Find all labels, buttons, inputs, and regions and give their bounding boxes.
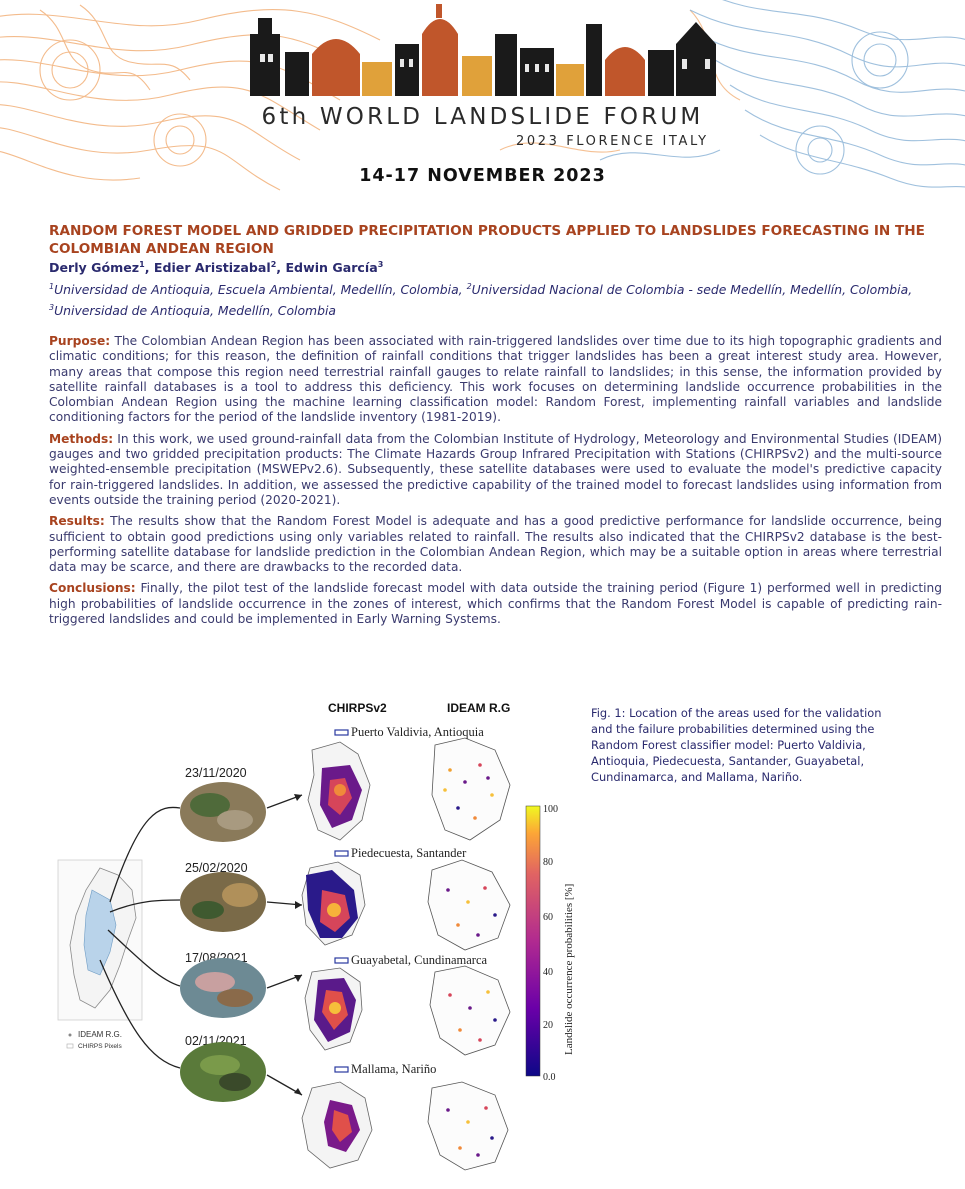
affiliations: 1Universidad de Antioquia, Escuela Ambie… (49, 278, 929, 320)
chirps-probability-map (301, 1081, 373, 1169)
purpose-label: Purpose: (49, 334, 111, 348)
colorbar (525, 805, 541, 1077)
colorbar-tick: 60 (543, 912, 553, 923)
connector-line (99, 959, 181, 1069)
legend-chirps: CHIRPS Pixels (78, 1043, 122, 1050)
colorbar-tick: 0.0 (543, 1072, 556, 1083)
ideam-gauge-points (443, 763, 497, 1157)
colorbar-tick: 40 (543, 967, 553, 978)
connector-line (107, 929, 181, 987)
col-label-ideam: IDEAM R.G (447, 701, 510, 715)
results-section: Results: The results show that the Rando… (49, 514, 942, 575)
results-text: The results show that the Random Forest … (49, 514, 942, 575)
landslide-photo (180, 1042, 266, 1102)
conclusions-section: Conclusions: Finally, the pilot test of … (49, 581, 942, 627)
affil-sup: 2 (466, 282, 472, 291)
site-label: Piedecuesta, Santander (351, 846, 467, 860)
paper-title: RANDOM FOREST MODEL AND GRIDDED PRECIPIT… (49, 223, 925, 257)
affil-sup: 3 (49, 303, 55, 313)
colorbar-tick: 20 (543, 1020, 553, 1031)
site-label-group: Puerto Valdivia, Antioquia Piedecuesta, … (334, 725, 488, 1076)
author-name: Derly Gómez (49, 260, 140, 276)
landslide-photo (180, 958, 266, 1018)
methods-text: In this work, we used ground-rainfall da… (49, 431, 942, 507)
connector-line (109, 806, 181, 903)
methods-label: Methods: (49, 431, 114, 446)
legend-ideam: IDEAM R.G. (78, 1030, 122, 1039)
col-label-chirps: CHIRPSv2 (328, 701, 387, 715)
methods-section: Methods: In this work, we used ground-ra… (49, 432, 942, 508)
conclusions-text: Finally, the pilot test of the landslide… (49, 581, 943, 627)
purpose-text: The Colombian Andean Region has been ass… (49, 334, 942, 425)
landslide-photo (180, 872, 266, 932)
chirps-probability-map (301, 861, 366, 946)
affiliation: Universidad Nacional de Colombia - sede … (471, 282, 913, 298)
colombia-overview-map: IDEAM R.G. CHIRPS Pixels (57, 859, 143, 1050)
conclusions-label: Conclusions: (49, 581, 136, 596)
affil-sup: 1 (49, 282, 55, 291)
affiliation: Universidad de Antioquia, Escuela Ambien… (54, 282, 467, 298)
figure-1-graphic: CHIRPSv2 IDEAM R.G IDEAM R.G. CHIRPS Pix… (57, 701, 575, 1171)
results-label: Results: (49, 514, 105, 529)
header-banner: 6th WORLD LANDSLIDE FORUM 2023 FLORENCE … (0, 0, 965, 200)
date-label: 25/02/2020 (185, 861, 248, 875)
figure-1: CHIRPSv2 IDEAM R.G IDEAM R.G. CHIRPS Pix… (40, 690, 580, 1180)
affiliation: Universidad de Antioquia, Medellín, Colo… (54, 303, 337, 319)
landslide-photo (180, 782, 266, 842)
event-dates: 14-17 NOVEMBER 2023 (359, 166, 606, 186)
author-sup: 1 (139, 260, 145, 269)
colorbar-tick: 80 (543, 857, 553, 868)
site-label: Puerto Valdivia, Antioquia (351, 725, 484, 739)
connector-line (109, 899, 181, 913)
purpose-section: Purpose: The Colombian Andean Region has… (49, 334, 942, 426)
author-name: Edwin García (285, 260, 378, 276)
author-sup: 2 (270, 260, 277, 269)
ideam-gauge-map (427, 737, 511, 1171)
abstract-body: Purpose: The Colombian Andean Region has… (49, 334, 942, 633)
colorbar-label: Landslide occurrence probabilities [%] (563, 884, 575, 1055)
author-name: Edier Aristizabal (153, 260, 271, 276)
author-list: Derly Gómez1, Edier Aristizabal2, Edwin … (49, 260, 384, 276)
chirps-probability-map (304, 967, 363, 1051)
site-label: Guayabetal, Cundinamarca (351, 953, 488, 967)
colorbar-tick: 100 (543, 804, 558, 815)
forum-title: 6th WORLD LANDSLIDE FORUM (261, 104, 704, 130)
site-label: Mallama, Nariño (351, 1062, 436, 1076)
forum-subtitle: 2023 FLORENCE ITALY (516, 134, 709, 149)
florence-skyline-logo (250, 4, 716, 96)
chirps-probability-map (307, 741, 371, 841)
date-label: 23/11/2020 (185, 766, 247, 780)
author-sup: 3 (377, 260, 384, 269)
figure-caption: Fig. 1: Location of the areas used for t… (591, 706, 882, 784)
contour-background (0, 0, 965, 191)
